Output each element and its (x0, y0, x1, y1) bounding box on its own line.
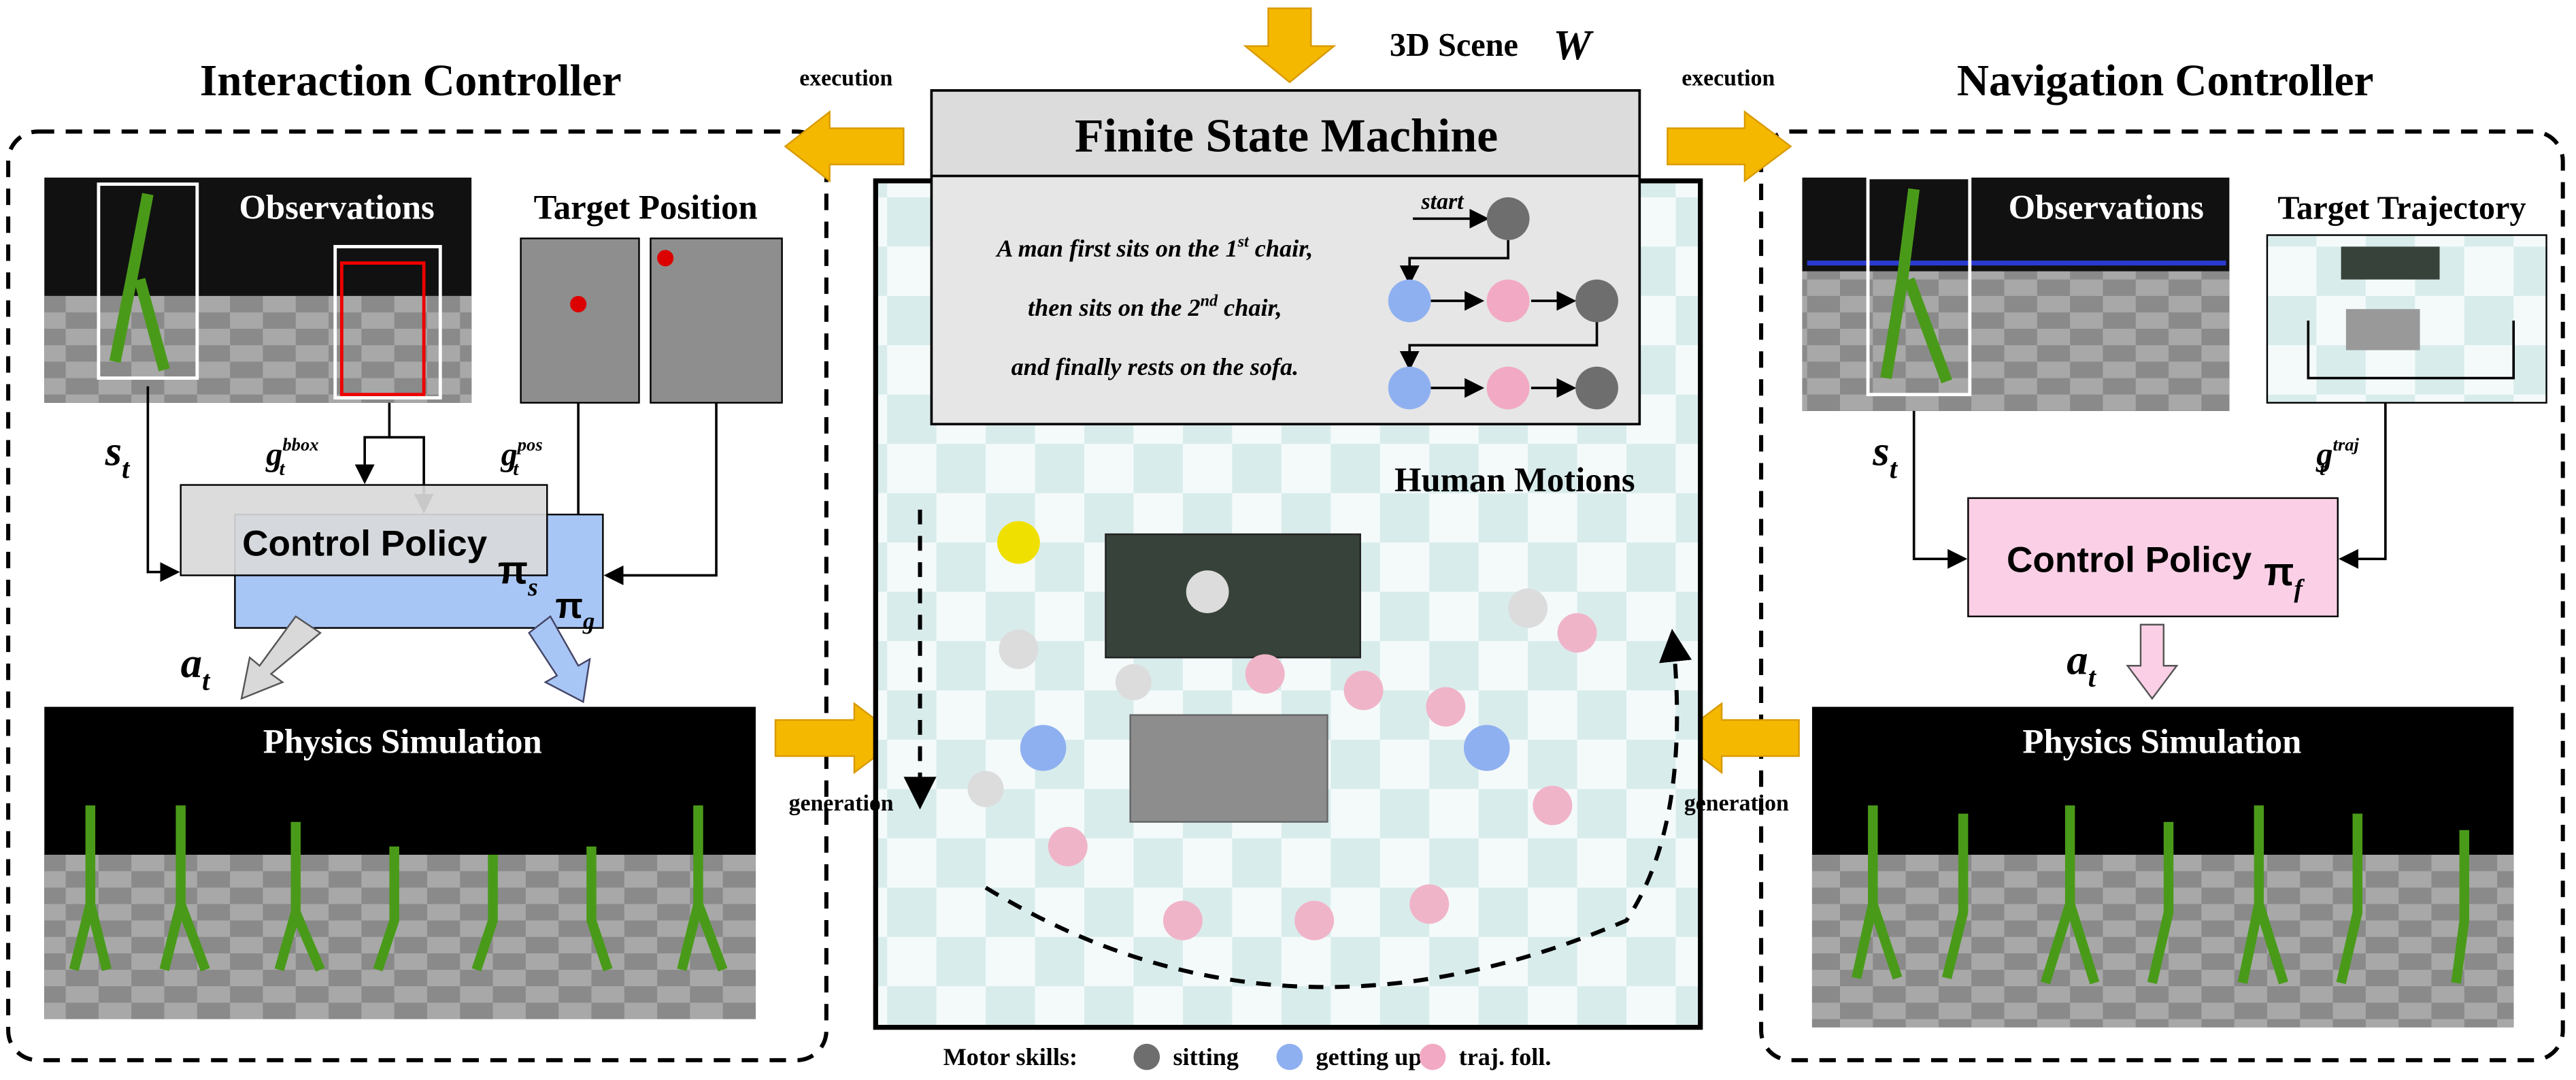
goal-label: gpos t (501, 434, 543, 480)
target-image (650, 238, 783, 404)
target-label: Target Trajectory (2277, 190, 2526, 226)
humanoid (1880, 188, 1952, 384)
text-part: chair, (1249, 235, 1314, 262)
fsm-states (1388, 197, 1618, 410)
target-label: Target Position (534, 188, 758, 226)
scene-label: 3D Scene (1390, 27, 1518, 63)
observations-label: Observations (2009, 188, 2204, 226)
superscript: traj (2333, 434, 2360, 455)
subscript: t (202, 666, 211, 696)
superscript: nd (1201, 291, 1218, 310)
state-label: st (1872, 427, 1898, 485)
symbol: s (105, 427, 122, 475)
instruction-line: and finally rests on the sofa. (1011, 353, 1299, 380)
action-label: at (2067, 636, 2096, 693)
table (2345, 309, 2420, 350)
symbol: g (2315, 437, 2332, 473)
symbol: a (181, 639, 202, 687)
policy-label: Control Policy (2007, 540, 2252, 580)
legend-label: sitting (1173, 1043, 1239, 1070)
scene-props (903, 509, 1692, 989)
subscript: f (2294, 574, 2305, 603)
text-part: then sits on the 2 (1028, 294, 1201, 321)
goal-label: gtraj t (2315, 434, 2359, 480)
execution-label: execution (799, 66, 892, 91)
symbol: g (501, 437, 518, 473)
action-arrow (528, 615, 591, 704)
policy-box-f (1967, 497, 2339, 618)
right-title: Navigation Controller (1957, 56, 2374, 105)
symbol: s (1872, 427, 1889, 475)
policy-symbol: πf (2264, 551, 2305, 603)
legend-swatch (1276, 1043, 1303, 1070)
left-title: Interaction Controller (200, 56, 622, 105)
observations-label: Observations (239, 188, 434, 226)
humanoids (69, 805, 2470, 985)
action-arrow (240, 615, 322, 700)
scene-symbol: W (1553, 21, 1594, 69)
subscript: t (1890, 453, 1898, 484)
action-arrow (2126, 623, 2179, 700)
fsm-title-bar (930, 89, 1641, 178)
right-connectors (1912, 402, 2387, 569)
symbol: g (265, 437, 282, 473)
subscript: t (122, 453, 131, 484)
symbol: π (2264, 551, 2294, 594)
legend-swatch (1133, 1043, 1160, 1070)
image-floor (44, 295, 472, 403)
human-motions: Human Motions (1394, 461, 1635, 499)
action-label: at (181, 639, 211, 696)
fsm-start: start (1421, 189, 1465, 214)
goal-label: gbbox t (265, 434, 318, 480)
policy-symbol: πg (555, 586, 595, 634)
legend-swatch (1419, 1043, 1446, 1070)
humanoid (109, 193, 170, 372)
fsm-title: Finite State Machine (1075, 110, 1498, 162)
subscript: t (2088, 662, 2097, 693)
bbox (339, 261, 426, 397)
superscript: st (1237, 232, 1250, 250)
legend-label: traj. foll. (1459, 1043, 1552, 1070)
policy-symbol: πs (498, 549, 538, 602)
target-image (520, 238, 640, 404)
right-frame (1759, 129, 2565, 1062)
instruction-line: then sits on the 2nd chair, (1028, 291, 1282, 321)
symbol: π (555, 586, 583, 626)
generation-label: generation (1684, 791, 1789, 816)
image-floor (1802, 271, 2230, 411)
legend-title: Motor skills: (943, 1043, 1078, 1070)
subscript: t (513, 458, 519, 480)
target-dot (657, 250, 674, 267)
symbol: π (498, 549, 528, 593)
image-floor (44, 855, 756, 1019)
subscript: g (582, 608, 595, 634)
bbox (1866, 176, 1972, 397)
superscript: pos (516, 434, 543, 455)
text-part: A man first sits on the 1 (995, 235, 1237, 262)
policy-box-s (180, 484, 548, 576)
subscript: t (280, 458, 286, 480)
text-part: chair, (1218, 294, 1282, 321)
symbol: a (2067, 636, 2088, 683)
fsm-graph (1399, 208, 1599, 398)
target-dot (570, 295, 587, 312)
subscript: t (2320, 458, 2326, 480)
physics-label: Physics Simulation (2022, 722, 2301, 760)
trajectory-path (2307, 321, 2515, 380)
instruction-line: A man first sits on the 1st chair, (995, 232, 1313, 261)
bbox (97, 182, 199, 380)
legend-label: getting up (1316, 1043, 1422, 1070)
policy-label: Control Policy (242, 523, 488, 563)
superscript: bbox (282, 434, 318, 455)
text-part: and finally rests on the sofa. (1011, 353, 1299, 380)
sofa (2341, 246, 2440, 280)
state-label: st (105, 427, 131, 485)
generation-label: generation (789, 791, 894, 816)
bbox (333, 244, 442, 400)
physics-label: Physics Simulation (263, 722, 542, 760)
execution-label: execution (1682, 66, 1775, 91)
subscript: s (527, 573, 538, 602)
